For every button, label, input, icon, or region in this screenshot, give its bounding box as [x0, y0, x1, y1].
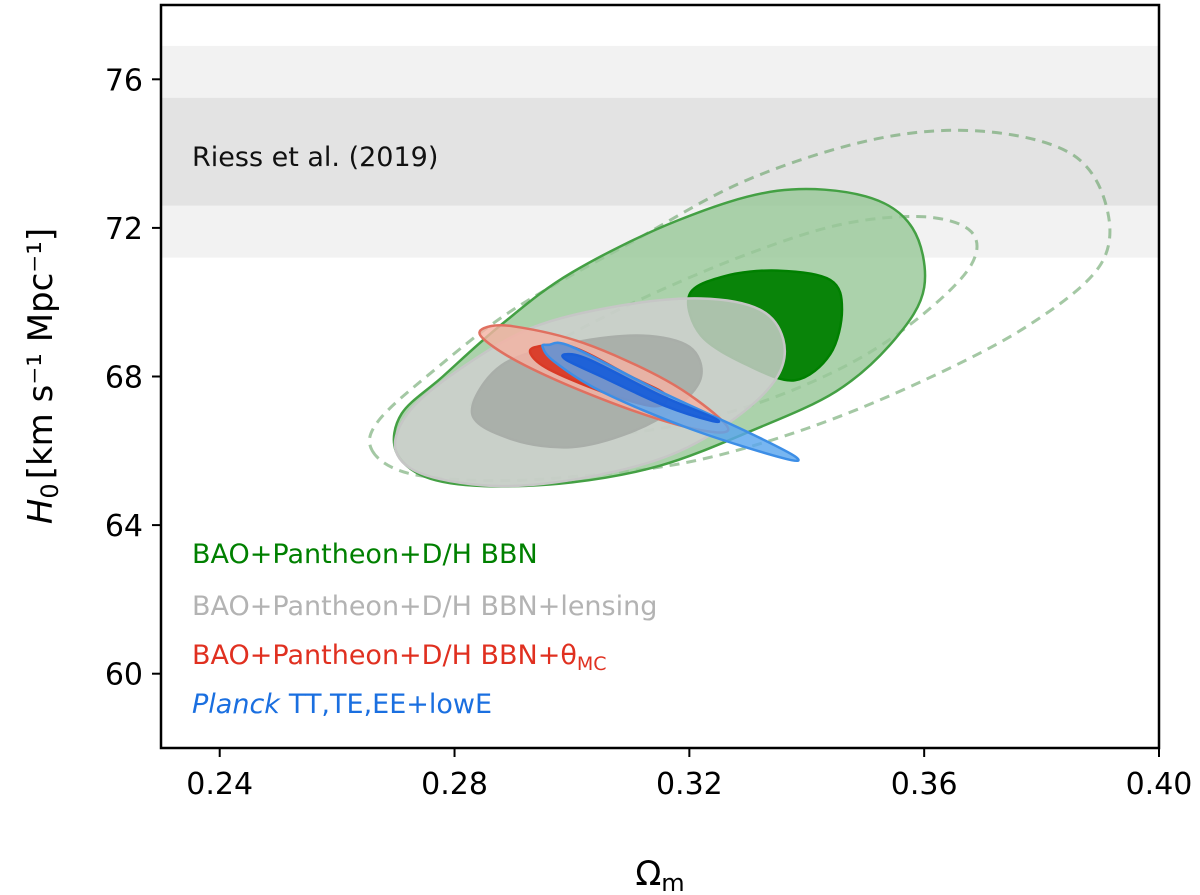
legend-item-planck-text: TT,TE,EE+lowE — [288, 689, 492, 720]
x-tick-label: 0.28 — [421, 767, 488, 802]
y-tick-label: 76 — [105, 63, 143, 98]
contour-planck-tt-te-ee-lowe-1sigma — [561, 352, 721, 424]
legend-item-theta-sub: MC — [577, 653, 607, 675]
legend-item-theta-text: BAO+Pantheon+D/H BBN+θ — [192, 640, 577, 671]
contour-layer — [367, 128, 1112, 488]
contour-bao-pantheon-d-h-bbn-dashed-alternate-2sigma — [367, 128, 1112, 483]
band-label: Riess et al. (2019) — [192, 142, 438, 173]
x-tick-label: 0.40 — [1126, 767, 1193, 802]
legend-item-bbn: BAO+Pantheon+D/H BBN — [192, 539, 538, 570]
x-axis-label-sub: m — [661, 869, 684, 895]
x-tick-label: 0.32 — [656, 767, 723, 802]
x-tick-label: 0.24 — [186, 767, 253, 802]
legend-item-theta: BAO+Pantheon+D/H BBN+θMC — [192, 640, 607, 675]
x-tick-label: 0.36 — [891, 767, 958, 802]
legend-item-planck: Planck TT,TE,EE+lowE — [192, 689, 492, 720]
legend-item-planck-italic: Planck — [192, 689, 281, 720]
riess-band — [161, 45, 1159, 258]
y-tick-label: 64 — [105, 509, 143, 544]
y-tick-label: 72 — [105, 212, 143, 247]
y-axis: 60 64 68 72 76 — [105, 63, 161, 693]
y-axis-label: H0 [km s⁻¹ Mpc⁻¹] — [21, 228, 64, 524]
series-planck-tt-te-ee-lowe — [541, 341, 800, 463]
y-axis-label-units: [km s⁻¹ Mpc⁻¹] — [21, 228, 61, 479]
x-axis: 0.24 0.28 0.32 0.36 0.40 — [186, 748, 1192, 802]
x-axis-label: Ωm — [635, 854, 684, 895]
legend-item-lensing: BAO+Pantheon+D/H BBN+lensing — [192, 591, 657, 622]
y-tick-label: 60 — [105, 658, 143, 693]
band-inner — [161, 97, 1159, 206]
legend: BAO+Pantheon+D/H BBN BAO+Pantheon+D/H BB… — [192, 539, 657, 720]
x-axis-label-main: Ω — [635, 854, 661, 894]
y-axis-label-sub: 0 — [36, 483, 64, 498]
y-axis-label-main: H — [21, 499, 61, 525]
y-tick-label: 68 — [105, 361, 143, 396]
